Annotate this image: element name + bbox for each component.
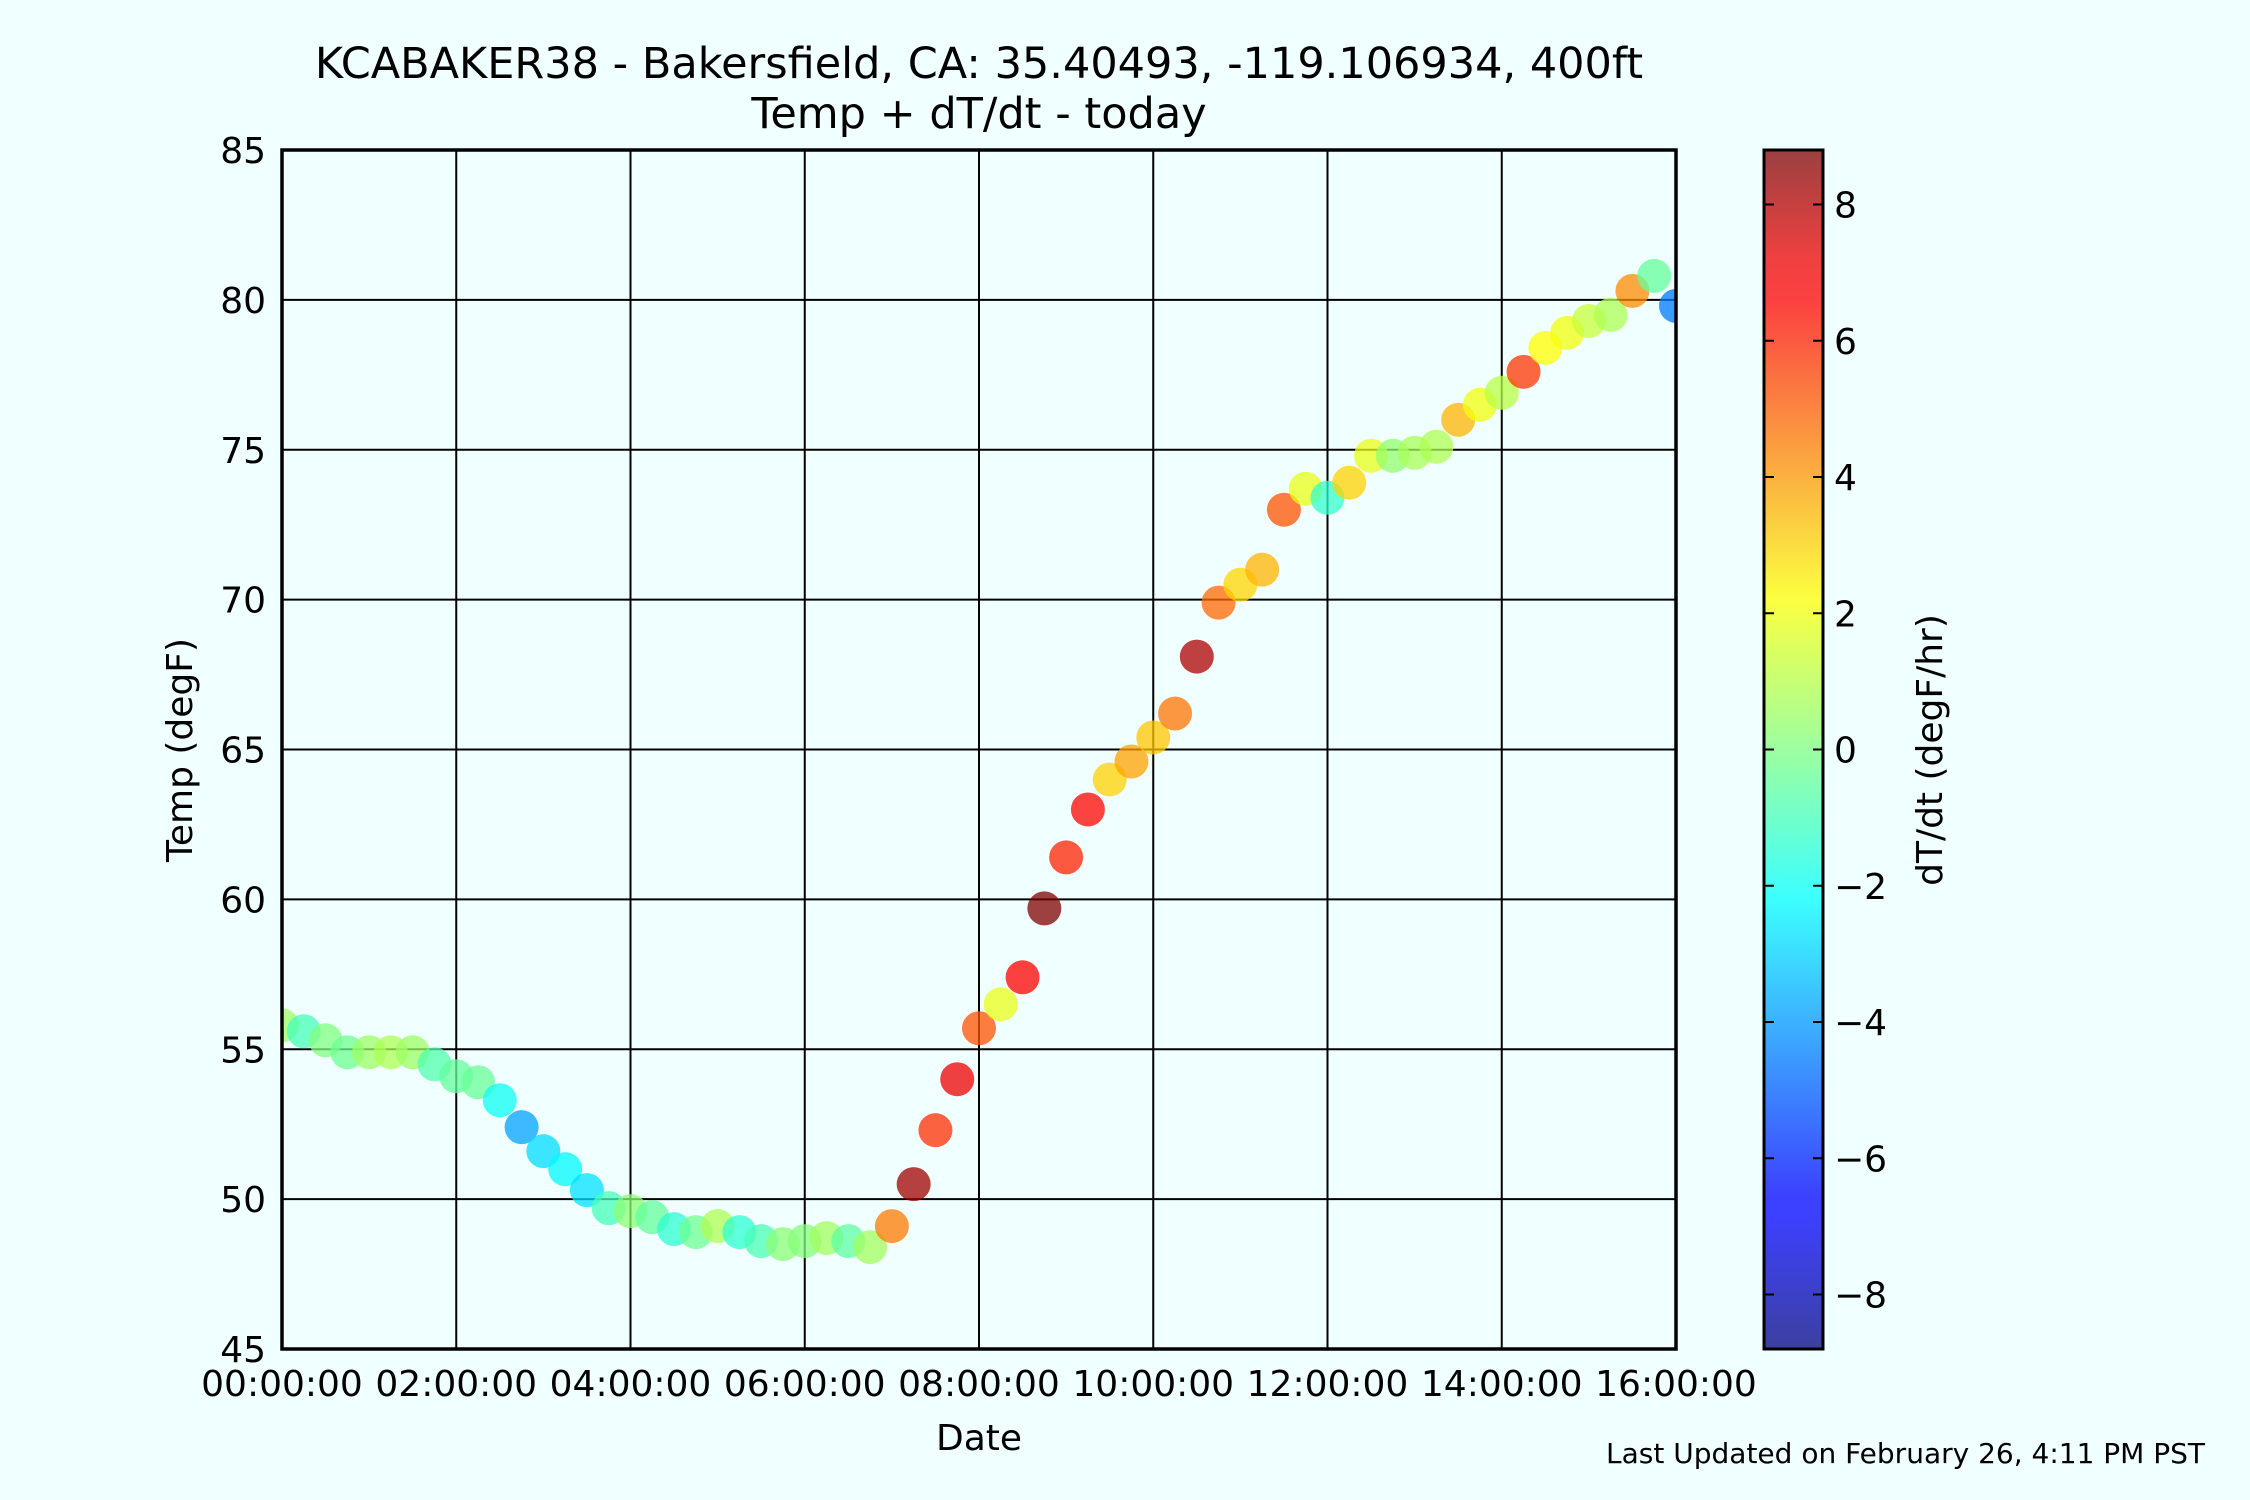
data-point xyxy=(1005,960,1040,995)
x-tick-label: 04:00:00 xyxy=(550,1364,712,1405)
y-tick-label: 80 xyxy=(220,281,266,322)
colorbar-tick-label: −4 xyxy=(1834,1003,1887,1044)
x-tick-label: 10:00:00 xyxy=(1072,1364,1234,1405)
data-point xyxy=(1637,258,1672,293)
data-point xyxy=(1419,429,1454,464)
last-updated: Last Updated on February 26, 4:11 PM PST xyxy=(1606,1437,2206,1470)
x-tick-label: 06:00:00 xyxy=(724,1364,886,1405)
colorbar-tick-label: 0 xyxy=(1834,731,1857,772)
colorbar-tick-label: 2 xyxy=(1834,594,1857,635)
data-point xyxy=(1593,297,1628,332)
data-point xyxy=(1179,639,1214,674)
colorbar-tick-label: 6 xyxy=(1834,322,1857,363)
colorbar-tick-label: 8 xyxy=(1834,186,1857,227)
data-point xyxy=(1114,744,1149,779)
colorbar-tick-label: −2 xyxy=(1834,867,1887,908)
y-tick-label: 70 xyxy=(220,581,266,622)
colorbar-tick-label: −6 xyxy=(1834,1139,1887,1180)
data-point xyxy=(918,1113,953,1148)
y-tick-label: 55 xyxy=(220,1030,266,1071)
data-point xyxy=(482,1083,517,1118)
data-point xyxy=(896,1167,931,1202)
grid-lines xyxy=(282,150,1676,1349)
x-tick-label: 16:00:00 xyxy=(1595,1364,1757,1405)
data-point xyxy=(548,1152,583,1187)
y-axis-ticks: 45 50 55 60 65 70 75 80 85 xyxy=(220,131,266,1371)
data-point xyxy=(1484,375,1519,410)
colorbar-tick-label: 4 xyxy=(1834,458,1857,499)
data-point xyxy=(1659,288,1676,323)
data-point xyxy=(504,1110,539,1145)
colorbar-label: dT/dt (degF/hr) xyxy=(1910,614,1951,886)
data-point xyxy=(1027,891,1062,926)
x-tick-label: 02:00:00 xyxy=(375,1364,537,1405)
data-point xyxy=(962,1011,996,1046)
data-point xyxy=(1245,552,1280,587)
data-point xyxy=(1332,465,1367,500)
data-point xyxy=(940,1062,975,1097)
data-points xyxy=(282,258,1676,1265)
data-point xyxy=(1506,354,1541,389)
x-tick-label: 12:00:00 xyxy=(1247,1364,1409,1405)
y-tick-label: 85 xyxy=(220,131,266,172)
plot-frame xyxy=(280,148,1678,1351)
chart-title: KCABAKER38 - Bakersfield, CA: 35.40493, … xyxy=(315,39,1643,89)
y-axis-label: Temp (degF) xyxy=(160,638,201,863)
data-point xyxy=(983,987,1018,1022)
y-tick-label: 60 xyxy=(220,880,266,921)
x-tick-label: 08:00:00 xyxy=(898,1364,1060,1405)
data-point xyxy=(853,1230,888,1265)
data-point xyxy=(1070,792,1105,827)
y-tick-label: 65 xyxy=(220,731,266,772)
y-tick-label: 75 xyxy=(220,431,266,472)
y-tick-label: 50 xyxy=(220,1180,266,1221)
data-point xyxy=(1049,840,1084,875)
chart-subtitle: Temp + dT/dt - today xyxy=(750,89,1206,139)
colorbar-tick-label: −8 xyxy=(1834,1276,1887,1317)
data-point xyxy=(874,1209,909,1244)
data-point xyxy=(1266,492,1301,527)
y-tick-label: 45 xyxy=(220,1330,266,1371)
colorbar-ticks: 8 6 4 2 0 −2 −4 −6 −8 xyxy=(1764,186,1887,1317)
x-axis-ticks: 00:00:00 02:00:00 04:00:00 06:00:00 08:00:00… xyxy=(201,1364,1757,1405)
data-point xyxy=(1158,696,1193,731)
data-point xyxy=(1136,720,1171,755)
x-axis-label: Date xyxy=(936,1418,1022,1459)
x-tick-label: 00:00:00 xyxy=(201,1364,363,1405)
x-tick-label: 14:00:00 xyxy=(1421,1364,1583,1405)
